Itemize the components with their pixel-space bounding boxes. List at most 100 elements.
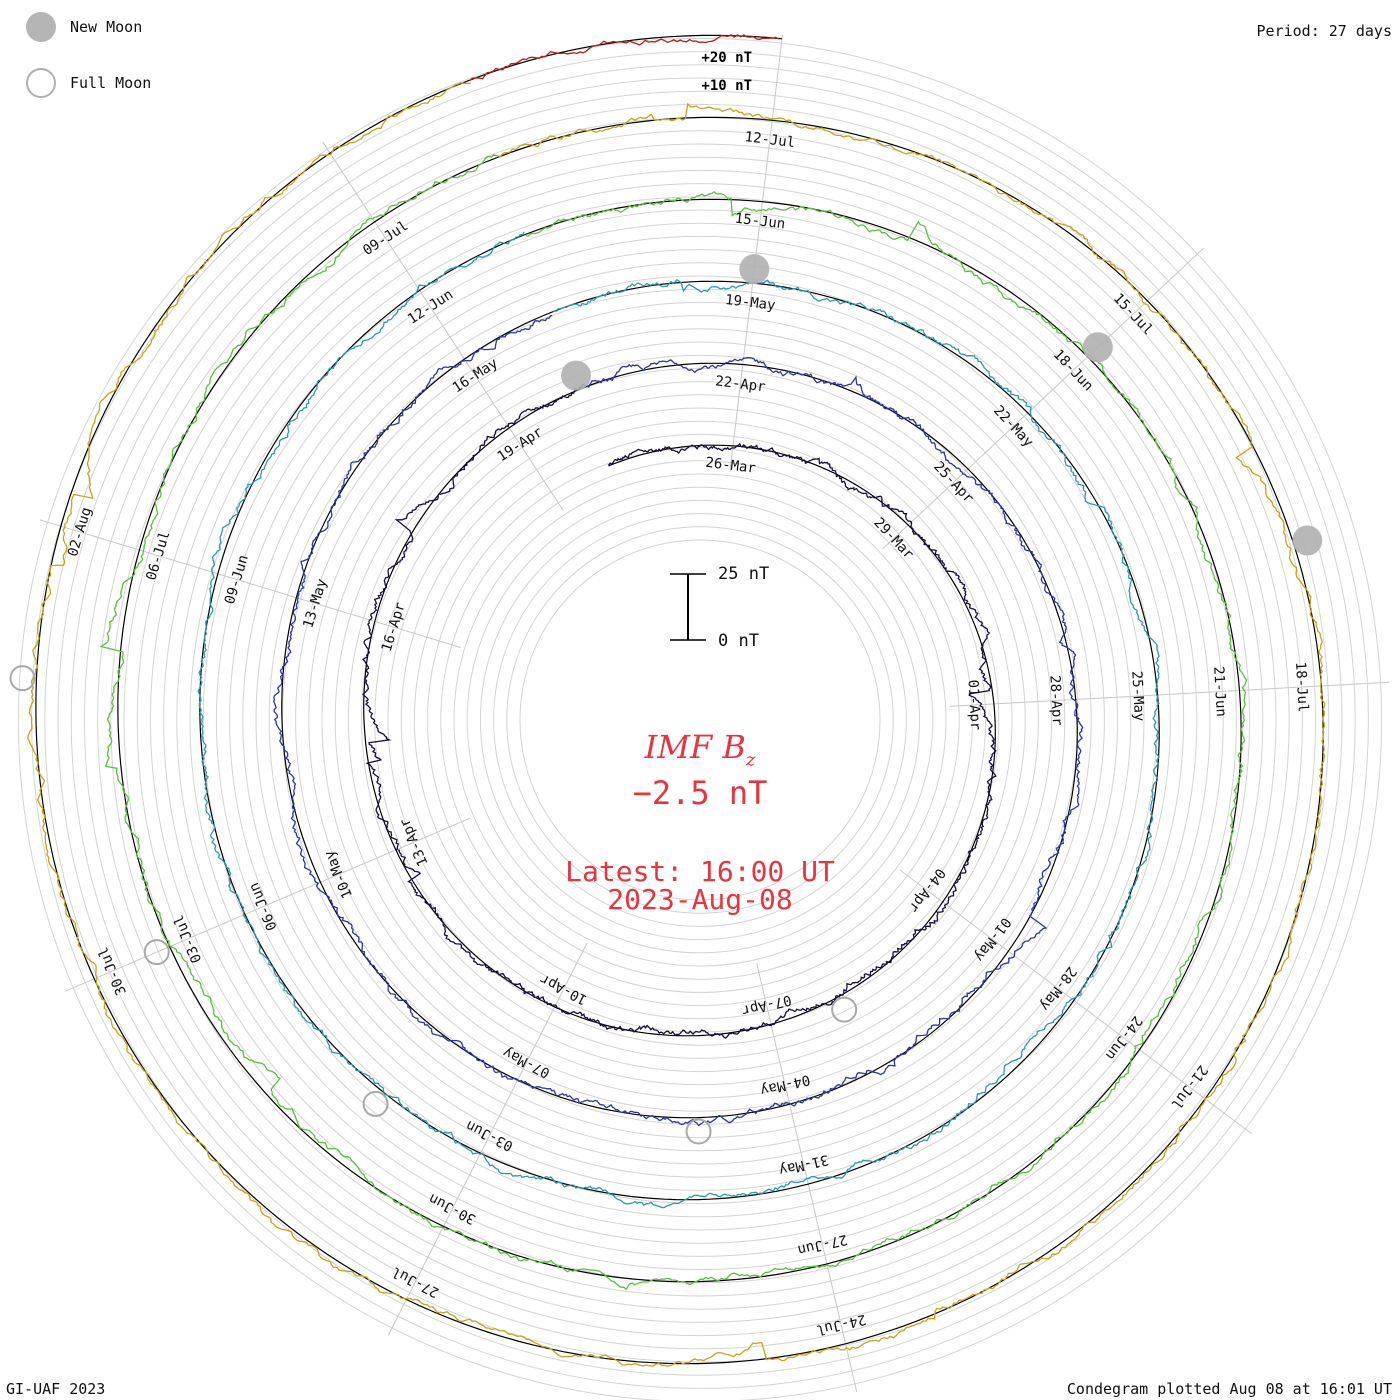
grid-circle [229, 249, 1171, 1191]
grid-circle [453, 473, 947, 967]
grid-circle [268, 288, 1132, 1152]
day-spoke [322, 141, 564, 511]
grid-circle [176, 196, 1224, 1244]
date-label: 30-Jul [95, 945, 130, 998]
day-spoke [756, 963, 858, 1393]
date-label: 18-Jul [1292, 661, 1311, 712]
date-label: 12-Jul [744, 129, 796, 151]
bz-trace-revolution-4 [27, 82, 1326, 1367]
legend-full-moon: Full Moon [26, 68, 151, 98]
full-moon-marker [831, 996, 858, 1023]
date-label: 21-Jun [1210, 666, 1229, 717]
new-moon-marker [561, 360, 592, 391]
grid-circle [202, 222, 1198, 1218]
new-moon-marker [1082, 332, 1113, 363]
day-spoke [65, 817, 471, 992]
grid-circle [215, 235, 1185, 1205]
grid-circle [334, 354, 1066, 1086]
date-label: 16-Apr [379, 601, 409, 654]
grid-circle [163, 183, 1237, 1257]
scale-bottom-label: 0 nT [718, 631, 759, 651]
latest-block: Latest: 16:00 UT 2023-Aug-08 [0, 858, 1400, 914]
grid-circle [361, 381, 1039, 1059]
grid-circle [136, 156, 1264, 1284]
date-label: 24-Jun [1102, 1013, 1145, 1063]
quantity-sub: z [745, 749, 756, 771]
day-spoke [39, 519, 461, 648]
latest-date: 2023-Aug-08 [607, 883, 793, 916]
new-moon-label: New Moon [70, 18, 143, 36]
date-label: 22-Apr [714, 373, 766, 395]
latest-time: Latest: 16:00 UT [565, 855, 835, 888]
bz-trace-revolution-2 [197, 231, 1160, 1209]
full-moon-marker [9, 665, 36, 692]
grid-circle [440, 460, 960, 980]
grid-circle [413, 433, 987, 1007]
date-label: 26-Mar [705, 455, 757, 477]
zero-spiral [35, 34, 1324, 1365]
day-spoke [882, 247, 1204, 550]
grid-circle [57, 77, 1343, 1363]
grid-circle [374, 394, 1026, 1046]
new-moon-icon [26, 12, 56, 42]
grid-circle [31, 51, 1369, 1389]
grid-circle [70, 90, 1330, 1350]
date-label: 19-May [724, 292, 776, 314]
ring-reference-label: +10 nT [701, 78, 752, 94]
bz-trace-revolution-5 [469, 34, 780, 82]
zero-circles [35, 34, 1324, 1365]
full-moon-marker [685, 1118, 712, 1145]
bz-traces [27, 34, 1326, 1367]
grid-circle [308, 328, 1092, 1112]
new-moon-marker [1292, 525, 1323, 556]
grid-circles [18, 38, 1382, 1400]
bz-trace-revolution-0 [362, 386, 997, 1039]
grid-circle [347, 367, 1053, 1073]
day-spoke [899, 869, 1253, 1135]
date-label: 09-Jun [222, 553, 252, 606]
grid-circle [427, 447, 973, 993]
grid-circle [506, 526, 894, 914]
quantity-title: IMF Bz [0, 728, 1400, 770]
grid-circle [44, 64, 1356, 1376]
grid-circle [387, 407, 1013, 1033]
grid-circle [110, 130, 1290, 1310]
date-label: 15-Jul [1110, 290, 1156, 338]
grid-circle [400, 420, 1000, 1020]
day-spoke [729, 34, 783, 472]
quantity-main: IMF B [644, 728, 746, 766]
grid-circle [189, 209, 1211, 1231]
date-label: 28-Apr [1046, 675, 1065, 726]
grid-circle [493, 513, 907, 927]
ring-reference-label: +20 nT [701, 50, 752, 66]
day-spoke [949, 681, 1389, 707]
grid-circle [281, 301, 1119, 1139]
grid-circle [479, 499, 921, 941]
new-moon-marker [739, 254, 770, 285]
date-label: 24-Jul [815, 1311, 868, 1338]
grid-circle [149, 169, 1251, 1271]
current-value: −2.5 nT [632, 774, 768, 812]
full-moon-marker [143, 939, 170, 966]
grid-circle [123, 143, 1277, 1297]
moon-markers [9, 254, 1323, 1145]
date-label: 27-Jun [796, 1231, 849, 1258]
bz-trace-revolution-3 [99, 154, 1248, 1291]
scale-bar [670, 573, 706, 641]
ring-reference-labels: +20 nT +10 nT [701, 50, 752, 94]
grid-circle [519, 539, 881, 901]
date-label: 25-May [1128, 670, 1147, 721]
grid-circle [83, 103, 1317, 1337]
full-moon-label: Full Moon [70, 74, 152, 92]
bz-trace-revolution-1 [273, 314, 1084, 1127]
credit-label: GI-UAF 2023 [6, 1380, 106, 1398]
grid-circle [255, 275, 1145, 1165]
date-label: 19-Apr [495, 424, 546, 465]
period-label: Period: 27 days [1256, 22, 1392, 40]
grid-circle [18, 38, 1382, 1400]
day-spoke [387, 942, 588, 1336]
grid-circle [466, 486, 934, 954]
day-spokes [39, 34, 1389, 1393]
grid-circle [242, 262, 1158, 1178]
